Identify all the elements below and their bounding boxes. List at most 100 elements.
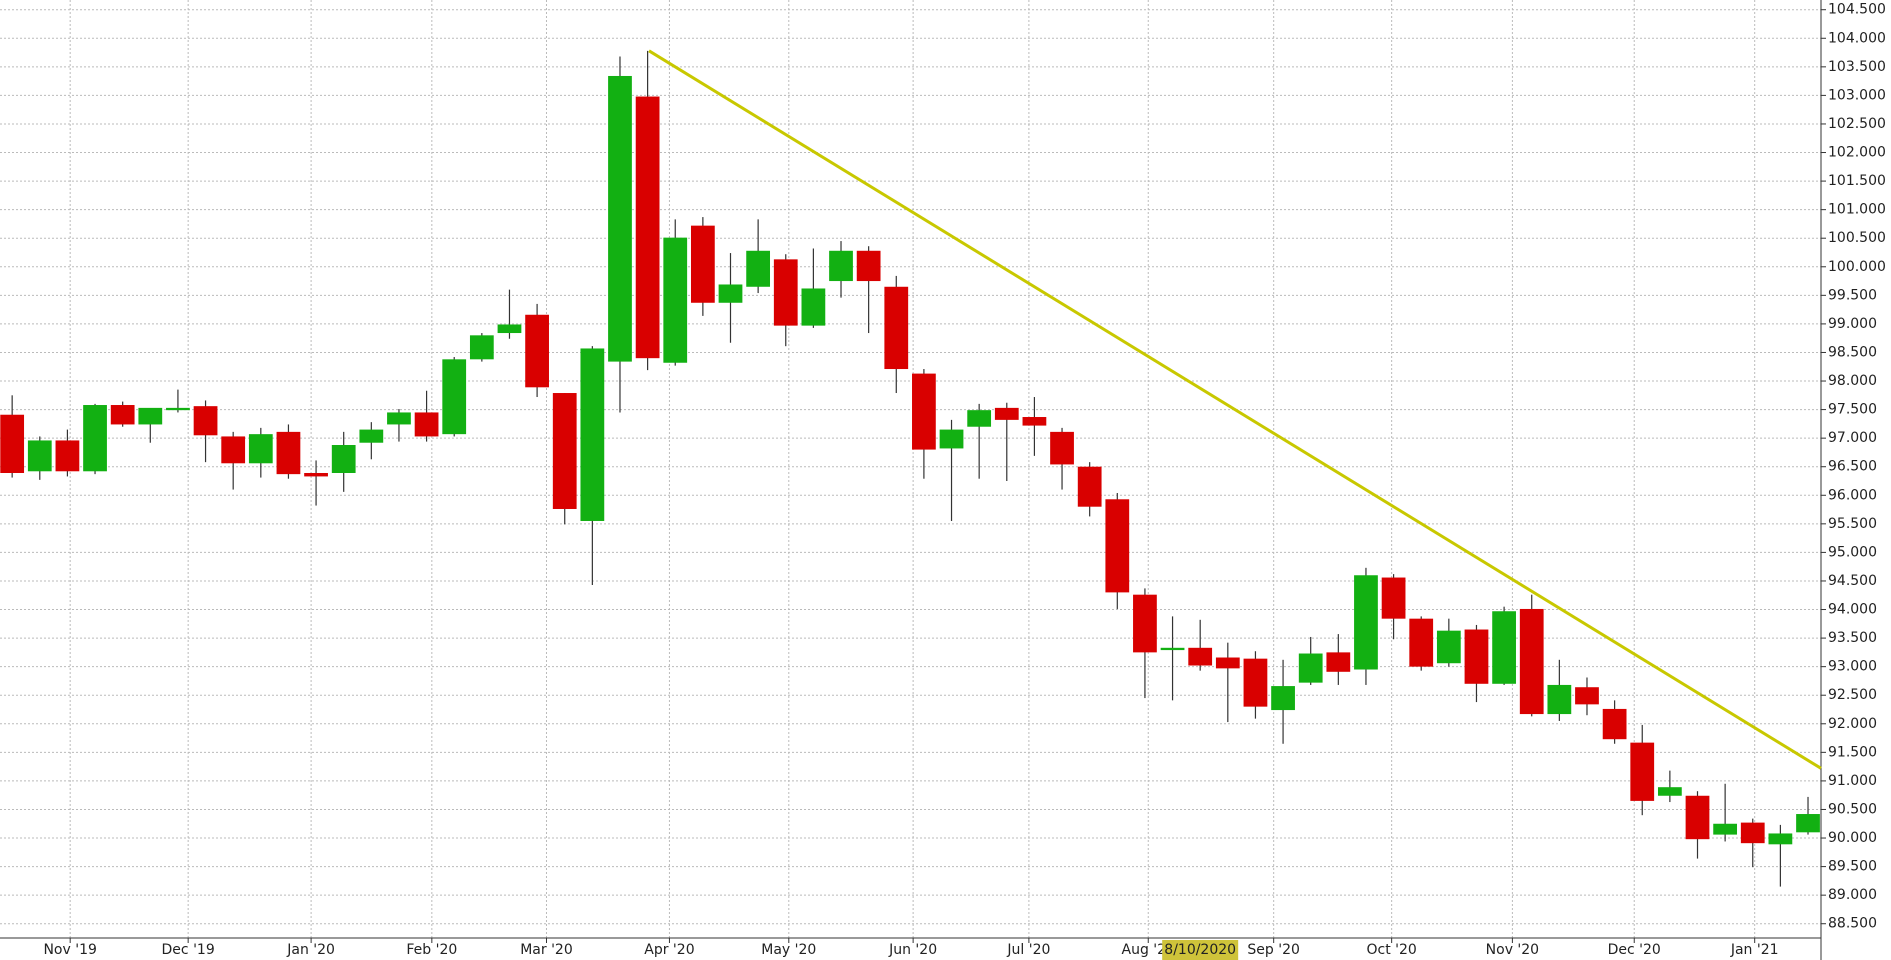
x-tick-label: Aug '20	[1122, 942, 1175, 958]
candle-body	[1326, 652, 1351, 672]
candle-body	[690, 225, 715, 303]
candle-body	[718, 284, 743, 303]
candle-body	[912, 373, 936, 450]
x-tick-label: Jan '21	[1730, 942, 1779, 958]
y-tick-label: 89.000	[1828, 887, 1877, 903]
candle-body	[663, 237, 688, 363]
candle-body	[1133, 594, 1157, 653]
candle-body	[1602, 708, 1627, 740]
y-tick-label: 104.500	[1828, 2, 1886, 18]
trendline	[648, 49, 1822, 770]
x-tick-label: Jun '20	[888, 942, 937, 958]
candle-body	[1188, 647, 1213, 666]
candle-body	[1298, 653, 1323, 683]
candle-body	[387, 412, 411, 425]
candle-body	[1547, 684, 1572, 715]
candle-body	[1077, 466, 1102, 507]
y-tick-label: 89.500	[1828, 859, 1877, 875]
candle-body	[1657, 787, 1682, 796]
y-tick-label: 103.000	[1828, 87, 1886, 103]
y-tick-label: 97.000	[1828, 430, 1877, 446]
y-tick-label: 100.000	[1828, 259, 1886, 275]
candle-body	[193, 406, 218, 436]
candle-body	[1796, 814, 1820, 833]
candle-body	[248, 434, 273, 464]
candle-body	[1022, 417, 1047, 426]
y-tick-label: 95.500	[1828, 516, 1877, 532]
candle-body	[1519, 608, 1544, 715]
y-tick-label: 94.500	[1828, 573, 1877, 589]
candle-body	[304, 472, 328, 477]
candle-body	[221, 436, 246, 464]
candle-body	[276, 431, 301, 475]
y-tick-label: 99.000	[1828, 316, 1877, 332]
candle-body	[552, 393, 577, 509]
candle-body	[1215, 657, 1240, 669]
x-tick-label: Feb '20	[406, 942, 457, 958]
y-tick-label: 92.000	[1828, 716, 1877, 732]
candle-body	[414, 412, 439, 437]
x-tick-label: Jan '20	[286, 942, 335, 958]
y-tick-label: 98.500	[1828, 344, 1877, 360]
candle-body	[773, 259, 798, 326]
y-tick-label: 90.000	[1828, 830, 1877, 846]
x-tick-label: Apr '20	[644, 942, 694, 958]
candle-body	[884, 286, 909, 370]
x-tick-label: Dec '20	[1608, 942, 1661, 958]
candle-body	[635, 96, 660, 359]
y-tick-label: 103.500	[1828, 59, 1886, 75]
candle-body	[939, 429, 964, 449]
y-tick-label: 90.500	[1828, 801, 1877, 817]
candle-body	[1575, 687, 1599, 705]
candle-body	[0, 414, 25, 473]
y-tick-label: 93.000	[1828, 659, 1877, 675]
candle-body	[1271, 686, 1295, 711]
candle-body	[110, 405, 135, 425]
y-tick-label: 101.500	[1828, 173, 1886, 189]
x-tick-label: Oct '20	[1366, 942, 1416, 958]
candle-body	[497, 324, 522, 334]
y-tick-label: 98.000	[1828, 373, 1877, 389]
candle-body	[442, 359, 467, 435]
candle-body	[994, 407, 1019, 420]
candle-body	[138, 407, 163, 425]
y-tick-label: 102.000	[1828, 145, 1886, 161]
x-tick-label: Nov '20	[1486, 942, 1539, 958]
x-tick-label: Mar '20	[520, 942, 573, 958]
candle-body	[1713, 823, 1738, 835]
y-tick-label: 93.500	[1828, 630, 1877, 646]
y-tick-label: 104.000	[1828, 30, 1886, 46]
candle-body	[1464, 629, 1489, 684]
y-tick-label: 101.000	[1828, 202, 1886, 218]
candle-body	[1436, 630, 1461, 664]
candle-body	[1105, 499, 1130, 593]
y-tick-label: 92.500	[1828, 687, 1877, 703]
candle-body	[856, 250, 881, 282]
y-tick-label: 97.500	[1828, 402, 1877, 418]
y-tick-label: 96.500	[1828, 459, 1877, 475]
y-tick-label: 100.500	[1828, 230, 1886, 246]
y-tick-label: 94.000	[1828, 602, 1877, 618]
candle-body	[469, 335, 494, 360]
candle-body	[55, 440, 80, 472]
candle-body	[83, 405, 107, 472]
candle-body	[1768, 833, 1793, 845]
y-tick-label: 99.500	[1828, 287, 1877, 303]
candle-body	[580, 348, 605, 521]
x-tick-label: Sep '20	[1247, 942, 1300, 958]
x-tick-label: May '20	[761, 942, 816, 958]
x-tick-label: Dec '19	[162, 942, 215, 958]
candle-body	[1050, 431, 1074, 465]
candle-body	[1243, 658, 1268, 707]
y-tick-label: 91.000	[1828, 773, 1877, 789]
y-tick-label: 102.500	[1828, 116, 1886, 132]
candle-body	[608, 75, 632, 362]
candle-body	[166, 407, 190, 411]
candle-body	[1630, 742, 1655, 801]
y-tick-label: 91.500	[1828, 744, 1877, 760]
x-tick-label: Jul '20	[1006, 942, 1050, 958]
y-tick-label: 88.500	[1828, 916, 1877, 932]
candle-body	[801, 288, 826, 326]
candle-body	[1409, 618, 1434, 667]
